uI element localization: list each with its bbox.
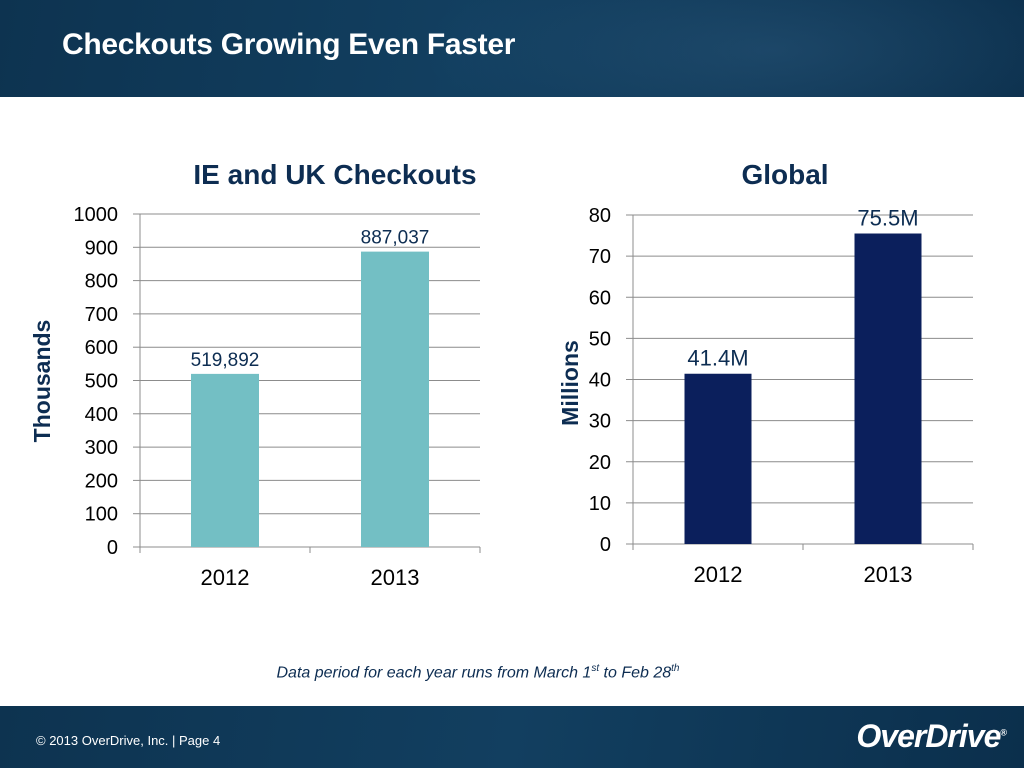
global-y-tick-label: 60 (589, 287, 611, 309)
global-y-tick-label: 70 (589, 246, 611, 268)
global-y-axis-title: Millions (557, 340, 583, 426)
ie-uk-y-tick-label: 700 (85, 304, 118, 326)
ie-uk-y-tick-label: 800 (85, 271, 118, 293)
global-data-label-2013: 75.5M (857, 206, 918, 231)
global-chart-title: Global (741, 159, 828, 190)
ie-uk-y-tick-label: 600 (85, 337, 118, 359)
header-band: Checkouts Growing Even Faster (0, 0, 1024, 97)
footnote-prefix: Data period for each year runs from Marc… (276, 664, 592, 682)
global-y-tick-label: 50 (589, 328, 611, 350)
ie-uk-y-tick-label: 300 (85, 437, 118, 459)
global-y-tick-label: 20 (589, 452, 611, 474)
global-y-tick-label: 40 (589, 370, 611, 392)
ie-uk-data-label-2013: 887,037 (361, 228, 430, 249)
ie-uk-y-tick-label: 400 (85, 404, 118, 426)
logo-text: OverDrive (856, 718, 1001, 754)
footnote: Data period for each year runs from Marc… (0, 663, 956, 682)
ie-uk-y-tick-label: 100 (85, 504, 118, 526)
footnote-middle: to Feb 28 (599, 664, 672, 682)
global-y-tick-label: 80 (589, 205, 611, 227)
global-data-label-2012: 41.4M (687, 346, 748, 371)
global-y-tick-label: 0 (600, 534, 611, 556)
ie-uk-y-tick-label: 500 (85, 371, 118, 393)
overdrive-logo: OverDrive® (856, 718, 1007, 755)
ie-uk-bar-2012 (191, 373, 259, 547)
slide-title: Checkouts Growing Even Faster (62, 28, 516, 61)
ie-uk-category-label: 2012 (201, 565, 250, 590)
ie-uk-y-tick-label: 0 (107, 537, 118, 559)
global-category-label: 2013 (864, 562, 913, 587)
ie-uk-category-label: 2013 (371, 565, 420, 590)
global-category-label: 2012 (694, 562, 743, 587)
copyright-text: © 2013 OverDrive, Inc. | Page 4 (36, 733, 221, 748)
global-y-tick-label: 30 (589, 411, 611, 433)
ie-uk-bar-2013 (361, 251, 429, 547)
ie-uk-y-axis-title: Thousands (29, 320, 55, 443)
global-bar-2012 (684, 373, 752, 544)
footnote-sup-st: st (591, 663, 600, 674)
global-y-tick-label: 10 (589, 493, 611, 515)
global-bar-2013 (854, 233, 922, 544)
footer-band: © 2013 OverDrive, Inc. | Page 4 OverDriv… (0, 706, 1024, 768)
logo-registered-mark: ® (1000, 727, 1007, 738)
ie-uk-y-tick-label: 1000 (74, 204, 119, 226)
ie-uk-data-label-2012: 519,892 (191, 350, 260, 371)
header-sheen (420, 0, 1024, 97)
ie-uk-y-tick-label: 900 (85, 237, 118, 259)
ie-uk-chart-title: IE and UK Checkouts (193, 159, 476, 190)
ie-uk-y-tick-label: 200 (85, 470, 118, 492)
footnote-sup-th: th (671, 663, 680, 674)
